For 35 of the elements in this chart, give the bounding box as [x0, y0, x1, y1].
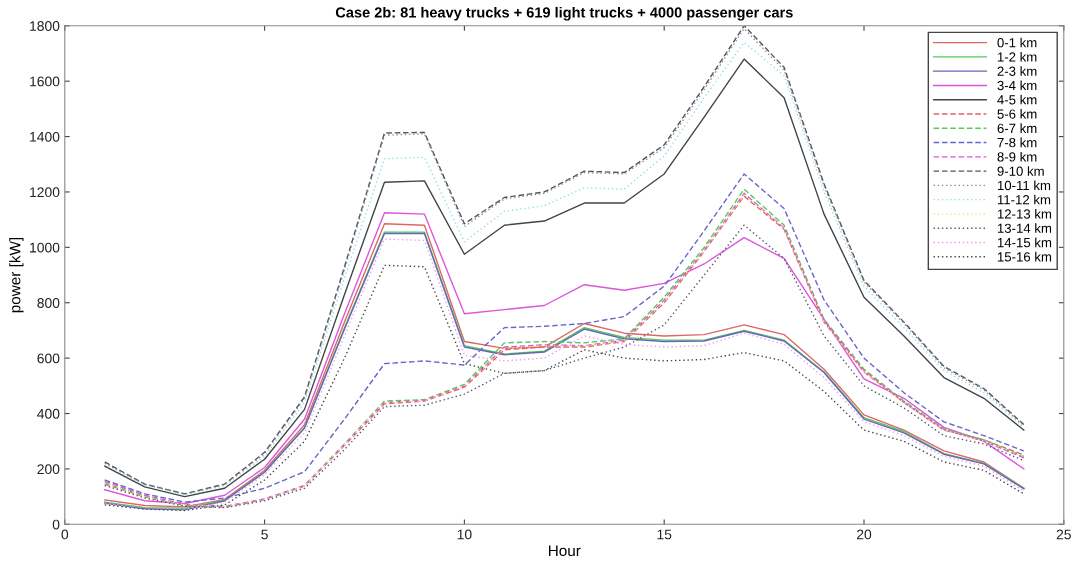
x-axis-title: Hour	[549, 545, 581, 557]
legend-label: 3-4 km	[997, 80, 1037, 91]
y-tick-label: 0	[52, 519, 60, 530]
legend-label: 13-14 km	[997, 223, 1052, 233]
y-tick-label: 400	[37, 408, 60, 419]
x-tick-label: 0	[61, 529, 69, 540]
y-tick-label: 1000	[30, 242, 60, 253]
legend-label: 4-5 km	[997, 94, 1037, 105]
legend-label: 7-8 km	[997, 137, 1037, 148]
x-tick-label: 5	[261, 529, 268, 540]
legend-label: 1-2 km	[997, 51, 1037, 62]
legend-label: 14-15 km	[997, 237, 1052, 248]
legend-label: 8-9 km	[997, 151, 1037, 162]
legend-label: 10-11 km	[997, 180, 1051, 191]
legend-label: 5-6 km	[997, 109, 1037, 119]
x-tick-label: 20	[856, 529, 872, 540]
y-tick-label: 200	[37, 464, 60, 475]
legend-label: 2-3 km	[997, 66, 1037, 76]
y-tick-label: 800	[37, 298, 60, 308]
legend-label: 12-13 km	[997, 209, 1052, 219]
legend-label: 11-12 km	[997, 194, 1051, 205]
y-tick-label: 600	[37, 353, 60, 364]
y-tick-label: 1800	[30, 21, 60, 31]
chart-title: Case 2b: 81 heavy trucks + 619 light trucks + 4000 passenger cars	[335, 6, 793, 21]
legend-label: 9-10 km	[997, 166, 1044, 176]
y-tick-label: 1600	[30, 76, 60, 87]
y-axis-title: power [kW]	[9, 237, 24, 313]
legend-label: 6-7 km	[997, 123, 1037, 134]
x-tick-label: 15	[657, 529, 672, 540]
legend-label: 0-1 km	[997, 37, 1037, 48]
y-tick-label: 1400	[30, 131, 60, 142]
legend-label: 15-16 km	[997, 251, 1052, 262]
y-tick-label: 1200	[30, 187, 60, 198]
x-tick-label: 25	[1056, 529, 1071, 540]
x-tick-label: 10	[457, 529, 472, 540]
